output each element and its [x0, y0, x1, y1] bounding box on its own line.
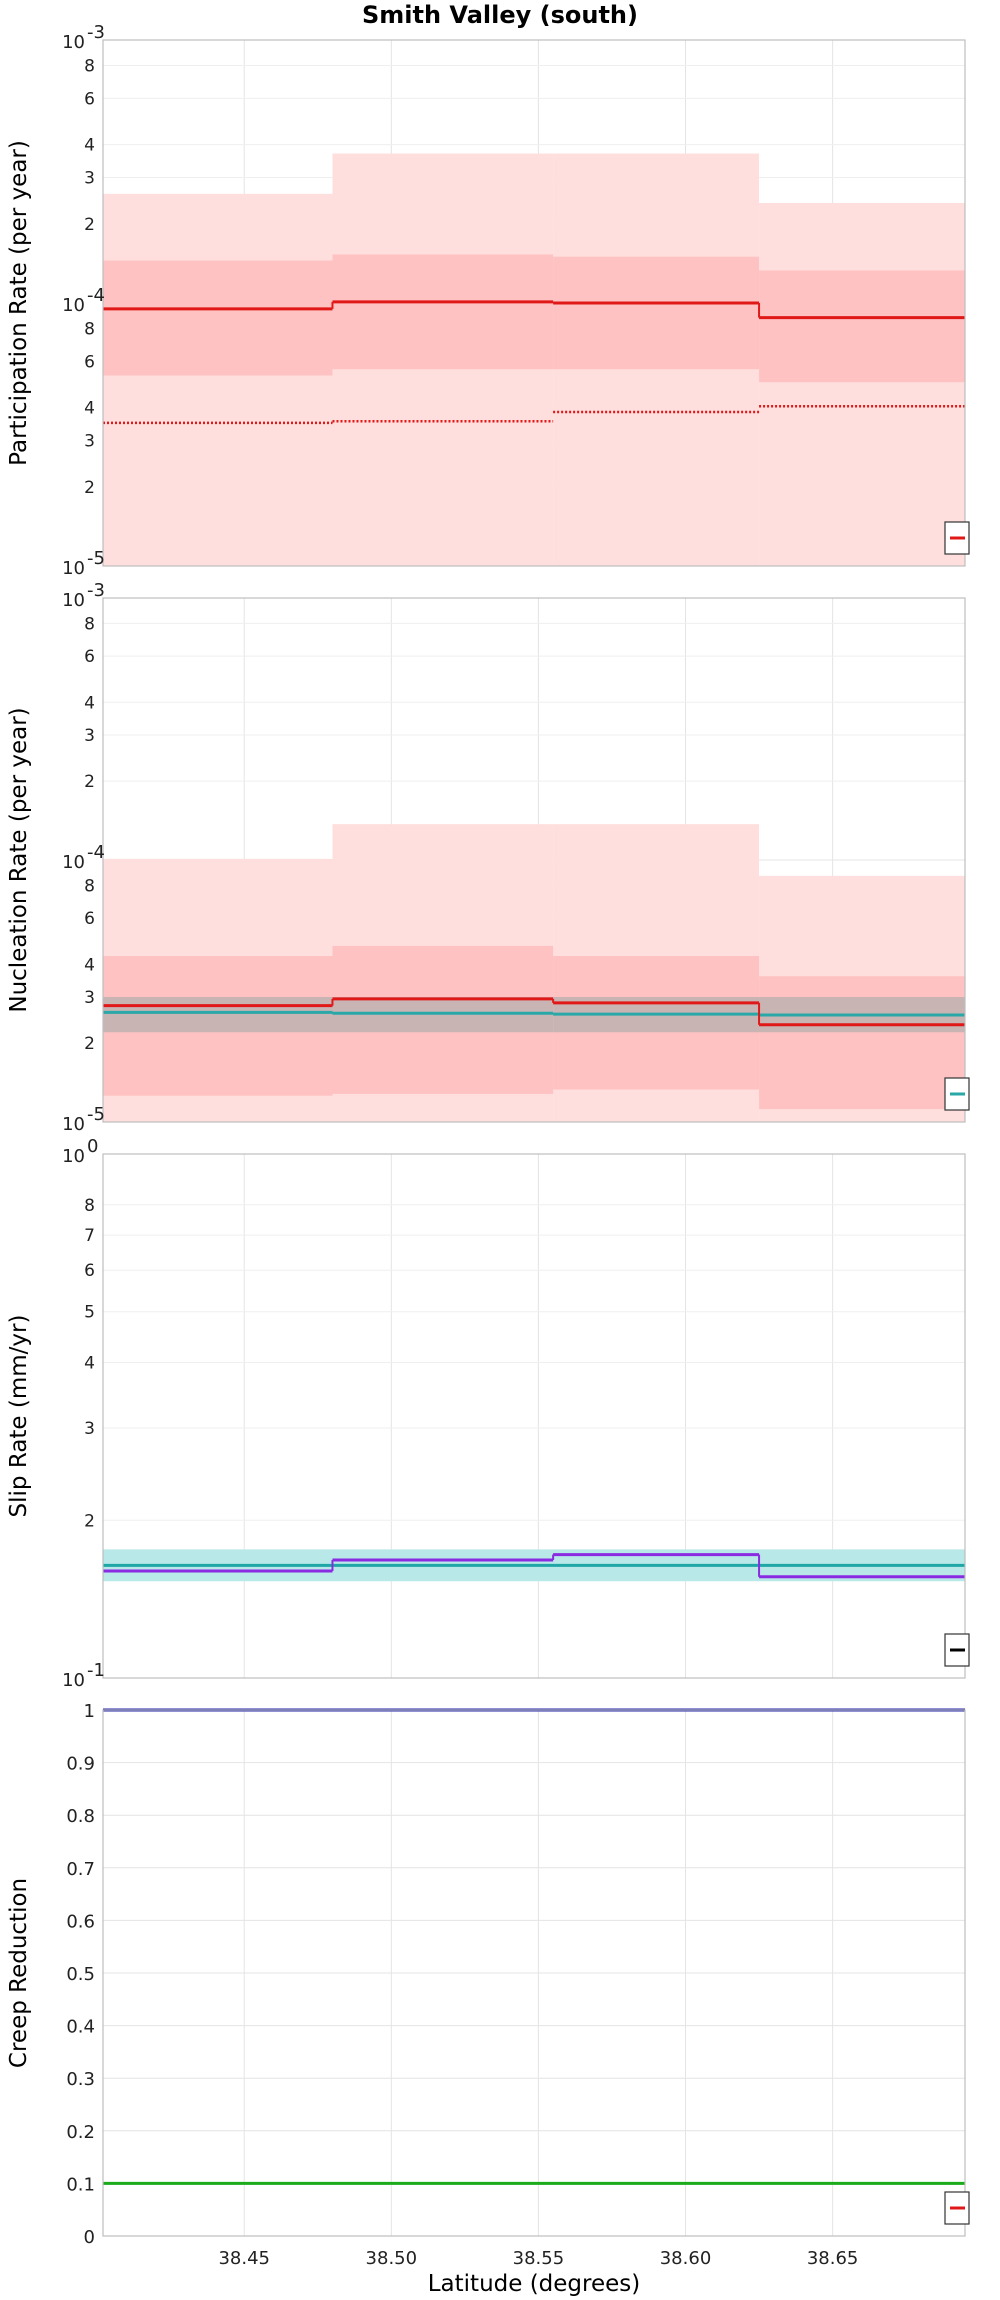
y-tick-exponent: -3: [87, 22, 105, 43]
y-minor-tick-label: 2: [84, 1511, 95, 1531]
band-segment: [103, 996, 333, 1033]
band-segment: [103, 193, 333, 567]
y-minor-tick-label: 8: [84, 876, 95, 896]
y-tick-exponent: -4: [87, 842, 105, 863]
plot-frame: [102, 39, 966, 567]
x-tick-label: 38.55: [513, 2248, 565, 2269]
figure-title: Smith Valley (south): [362, 1, 638, 29]
y-tick-label: 10: [62, 295, 85, 316]
y-tick-label: 0.9: [66, 1754, 95, 1775]
plot-frame: [102, 1153, 966, 1679]
y-tick-label: 10: [62, 32, 85, 53]
legend[interactable]: [944, 1633, 970, 1667]
y-minor-tick-label: 6: [84, 909, 95, 929]
y-tick-label: 10: [62, 1670, 85, 1691]
y-axis-label: Slip Rate (mm/yr): [6, 1315, 32, 1518]
y-tick-label: 0.1: [66, 2174, 95, 2195]
y-minor-tick-label: 6: [84, 647, 95, 667]
y-minor-tick-label: 6: [84, 1261, 95, 1281]
y-minor-tick-label: 3: [84, 988, 95, 1008]
y-tick-label: 10: [62, 558, 85, 579]
band-segment: [332, 254, 554, 370]
y-minor-tick-label: 2: [84, 478, 95, 498]
y-axis-label: Creep Reduction: [6, 1878, 32, 2068]
y-tick-label: 10: [62, 1114, 85, 1135]
y-tick-label: 0.7: [66, 1859, 95, 1880]
y-minor-tick-label: 8: [84, 1196, 95, 1216]
y-minor-tick-label: 4: [84, 693, 95, 713]
y-tick-label: 0: [84, 2227, 95, 2248]
x-axis-label: Latitude (degrees): [428, 2271, 641, 2297]
plot-frame: [102, 597, 966, 1123]
y-minor-tick-label: 3: [84, 432, 95, 452]
series-ucerf3-nucleation-rate: [103, 1010, 965, 1017]
plot-area: [103, 1154, 965, 1678]
y-minor-tick-label: 5: [84, 1303, 95, 1323]
series-mean-nucleation-rate: [103, 997, 965, 1027]
band-segment: [103, 260, 333, 376]
y-minor-tick-label: 4: [84, 399, 95, 419]
y-minor-tick-label: 3: [84, 169, 95, 189]
uncertainty-band: [103, 254, 965, 383]
y-axis-label: Nucleation Rate (per year): [6, 707, 32, 1012]
y-tick-exponent: -3: [87, 580, 105, 601]
y-tick-exponent: -4: [87, 285, 105, 306]
y-tick-label: 10: [62, 590, 85, 611]
y-minor-tick-label: 8: [84, 319, 95, 339]
y-tick-exponent: -1: [87, 1660, 105, 1681]
legend[interactable]: [944, 2191, 970, 2225]
y-minor-tick-label: 2: [84, 1034, 95, 1054]
series-mean-participation-rate-m-6-7-: [103, 404, 965, 425]
y-minor-tick-label: 3: [84, 726, 95, 746]
y-minor-tick-label: 7: [84, 1226, 95, 1246]
y-minor-tick-label: 4: [84, 955, 95, 975]
band-segment: [759, 203, 965, 566]
plot-frame: [102, 1709, 966, 2237]
x-tick-label: 38.65: [807, 2248, 859, 2269]
y-minor-tick-label: 6: [84, 89, 95, 109]
x-tick-label: 38.60: [660, 2248, 712, 2269]
x-tick-label: 38.45: [218, 2248, 270, 2269]
series-mean-participation-rate: [103, 300, 965, 320]
band-segment: [759, 270, 965, 383]
legend[interactable]: [944, 521, 970, 555]
y-minor-tick-label: 2: [84, 215, 95, 235]
y-tick-label: 0.8: [66, 1806, 95, 1827]
band-segment: [553, 256, 760, 370]
y-minor-tick-label: 3: [84, 1419, 95, 1439]
y-tick-label: 0.5: [66, 1964, 95, 1985]
y-tick-exponent: -5: [87, 1104, 105, 1125]
y-minor-tick-label: 4: [84, 1354, 95, 1374]
panel-creep: 38.45 38.50 38.55 38.60 38.65 0 0.1 0.2 0.3 0.4 0.…: [6, 1701, 970, 2269]
y-tick-label: 10: [62, 1146, 85, 1167]
y-tick-label: 0.4: [66, 2017, 95, 2038]
y-minor-tick-label: 6: [84, 352, 95, 372]
y-minor-tick-label: 4: [84, 136, 95, 156]
series-solution-slip-rate: [103, 1553, 965, 1579]
y-tick-label: 1: [84, 1701, 95, 1722]
y-tick-label: 0.2: [66, 2122, 95, 2143]
y-minor-tick-label: 2: [84, 772, 95, 792]
y-tick-label: 10: [62, 852, 85, 873]
y-tick-exponent: 0: [87, 1136, 98, 1157]
y-tick-exponent: -5: [87, 548, 105, 569]
x-tick-label: 38.50: [366, 2248, 418, 2269]
y-tick-label: 0.3: [66, 2069, 95, 2090]
y-axis-label: Participation Rate (per year): [6, 140, 32, 466]
legend[interactable]: [944, 1077, 970, 1111]
band-segment: [759, 976, 965, 1110]
y-tick-label: 0.6: [66, 1911, 95, 1932]
y-minor-tick-label: 8: [84, 56, 95, 76]
y-minor-tick-label: 8: [84, 614, 95, 634]
